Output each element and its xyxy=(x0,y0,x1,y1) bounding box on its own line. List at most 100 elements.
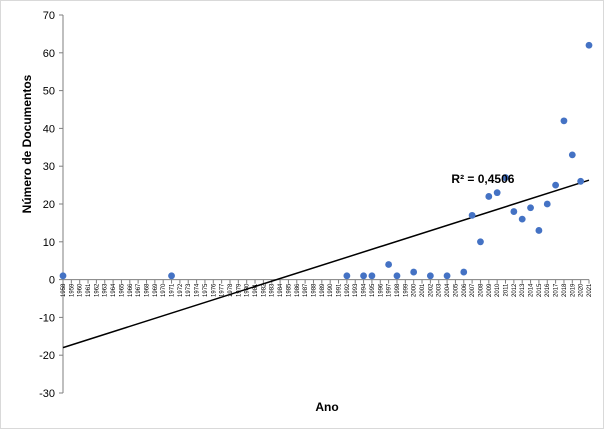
x-tick-label: 1960 xyxy=(78,283,84,297)
x-tick-label: 1984 xyxy=(278,283,284,297)
data-point xyxy=(468,211,476,219)
data-point xyxy=(168,272,175,280)
data-point xyxy=(410,268,418,276)
x-tick-label: 1977 xyxy=(220,283,226,297)
x-tick-label: 2013 xyxy=(520,283,526,297)
x-tick-label: 1998 xyxy=(395,283,401,297)
x-tick-label: 1983 xyxy=(270,283,276,297)
x-tick-label: 1991 xyxy=(337,283,343,297)
x-tick-label: 2017 xyxy=(554,283,560,297)
x-tick-label: 2007 xyxy=(470,283,476,297)
y-tick-label: 10 xyxy=(43,237,55,249)
data-points xyxy=(59,41,593,280)
x-tick-label: 1985 xyxy=(286,283,292,297)
x-tick-label: 2016 xyxy=(545,283,551,297)
data-point xyxy=(393,272,401,280)
x-tick-label: 2002 xyxy=(428,283,434,297)
x-tick-label: 2009 xyxy=(487,283,493,297)
x-tick-label: 1993 xyxy=(353,283,359,297)
x-tick-label: 2019 xyxy=(570,283,576,297)
data-point xyxy=(360,272,367,280)
data-point xyxy=(477,238,484,246)
x-tick-label: 2020 xyxy=(579,283,585,297)
x-tick-label: 1979 xyxy=(236,283,242,297)
data-point xyxy=(443,272,451,280)
x-tick-label: 1973 xyxy=(186,283,192,297)
data-point xyxy=(59,272,67,280)
y-tick-label: -20 xyxy=(39,350,55,362)
y-tick-label: -10 xyxy=(39,312,55,324)
x-tick-label: 1975 xyxy=(203,283,209,297)
x-tick-label: 2000 xyxy=(412,283,418,297)
y-axis-title: Número de Documentos xyxy=(20,74,34,213)
data-point xyxy=(426,272,434,280)
x-tick-label: 1963 xyxy=(103,283,109,297)
x-tick-label: 1967 xyxy=(136,283,142,297)
x-tick-label: 1964 xyxy=(111,283,117,297)
x-tick-label: 1995 xyxy=(370,283,376,297)
data-point xyxy=(343,272,351,280)
x-tick-label: 2011 xyxy=(504,283,510,297)
x-tick-label: 1961 xyxy=(86,283,92,297)
data-point xyxy=(585,41,593,49)
data-point xyxy=(485,193,493,200)
axes xyxy=(62,15,589,393)
trendline-group xyxy=(62,179,590,349)
data-point xyxy=(535,227,543,234)
x-tick-label: 1986 xyxy=(295,283,301,297)
x-tick-label: 1982 xyxy=(261,283,267,297)
x-tick-label: 2004 xyxy=(445,283,451,297)
x-tick-label: 1988 xyxy=(311,283,317,297)
data-point xyxy=(543,200,551,208)
r-squared-annotation: R² = 0,4506 xyxy=(451,172,514,186)
y-tick-label: 40 xyxy=(43,123,55,135)
x-tick-label: 1980 xyxy=(245,283,251,297)
x-tick-label: 2015 xyxy=(537,283,543,297)
x-tick-label: 1965 xyxy=(119,283,125,297)
data-point xyxy=(577,177,585,185)
y-tick-label: 60 xyxy=(43,48,55,60)
x-tick-label: 1971 xyxy=(170,283,176,297)
x-axis-ticks: 1958 1959 1960 1961 1962 1963 1964 1965 1966 1967… xyxy=(61,279,593,297)
x-tick-label: 1962 xyxy=(94,283,100,297)
x-tick-label: 2021 xyxy=(587,283,593,297)
x-tick-label: 1968 xyxy=(144,283,150,297)
x-tick-label: 1970 xyxy=(161,283,167,297)
x-tick-label: 1976 xyxy=(211,283,217,297)
y-tick-label: 50 xyxy=(43,86,55,98)
x-tick-label: 2012 xyxy=(512,283,518,297)
data-point xyxy=(560,117,568,125)
x-tick-label: 1972 xyxy=(178,283,184,297)
x-tick-label: 1966 xyxy=(128,283,134,297)
data-point xyxy=(510,208,518,215)
x-tick-label: 2001 xyxy=(420,283,426,297)
data-point xyxy=(518,215,526,223)
data-point xyxy=(385,261,393,268)
x-tick-label: 2010 xyxy=(495,283,501,297)
x-tick-label: 1994 xyxy=(362,283,368,297)
x-tick-label: 1992 xyxy=(345,283,351,297)
x-tick-label: 2018 xyxy=(562,283,568,297)
x-tick-label: 1958 xyxy=(61,283,67,297)
x-tick-label: 1987 xyxy=(303,283,309,297)
data-point xyxy=(502,174,509,181)
x-tick-label: 2003 xyxy=(437,283,443,297)
data-point xyxy=(368,272,376,280)
x-tick-label: 1996 xyxy=(378,283,384,297)
x-tick-label: 1959 xyxy=(69,283,75,297)
y-tick-label: 30 xyxy=(43,161,55,173)
x-tick-label: 1990 xyxy=(328,283,334,297)
x-tick-label: 2008 xyxy=(478,283,484,297)
data-point xyxy=(568,151,576,159)
x-tick-label: 2014 xyxy=(529,283,535,297)
x-tick-label: 1981 xyxy=(253,283,259,297)
data-point xyxy=(552,181,560,189)
x-tick-label: 1974 xyxy=(195,283,201,297)
x-tick-label: 1997 xyxy=(387,283,393,297)
x-tick-label: 2005 xyxy=(453,283,459,297)
data-point xyxy=(460,268,468,276)
y-tick-label: 20 xyxy=(43,199,55,211)
y-tick-label: -30 xyxy=(39,388,55,400)
